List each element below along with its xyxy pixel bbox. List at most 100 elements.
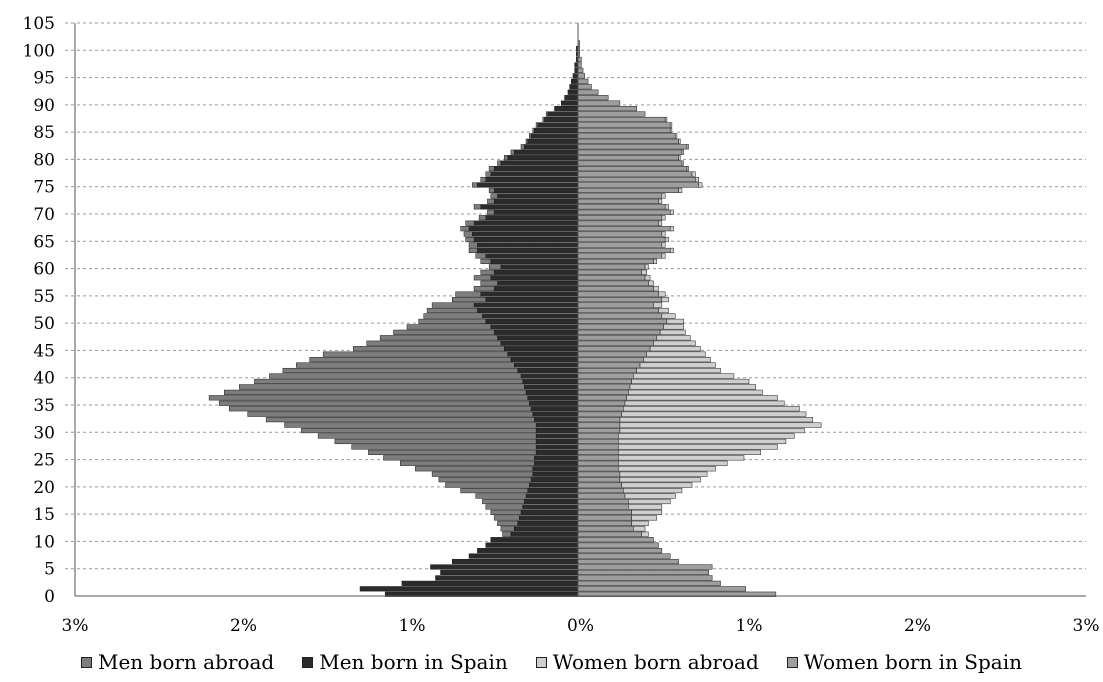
bar — [624, 400, 785, 406]
bar — [577, 187, 679, 194]
bar — [488, 166, 495, 172]
y-tick-label: 50 — [33, 314, 55, 334]
bar — [577, 133, 676, 139]
y-axis-ticks: 0 5 10 15 20 25 30 35 40 45 50 55 60 65 70 75 80 85 90 95 10… — [23, 14, 55, 607]
bar — [577, 89, 599, 95]
bar — [473, 204, 482, 210]
bar — [656, 335, 691, 341]
bar — [577, 378, 632, 385]
bar — [530, 406, 579, 412]
bar — [490, 275, 579, 281]
bar — [633, 373, 735, 379]
bar — [485, 253, 579, 259]
bar — [368, 449, 537, 455]
bar — [493, 198, 579, 204]
bar — [623, 488, 683, 494]
bar — [401, 580, 579, 586]
bar — [577, 389, 629, 395]
bar — [631, 520, 649, 526]
bar — [514, 362, 579, 368]
bar — [503, 155, 508, 161]
bar — [560, 100, 579, 106]
bar — [493, 269, 579, 275]
bar — [497, 335, 579, 341]
bar — [500, 160, 579, 166]
bar — [577, 411, 622, 417]
bar — [674, 133, 678, 139]
legend-item: Women born in Spain — [786, 650, 1022, 674]
bar — [636, 367, 721, 374]
x-tick-label: 0% — [567, 616, 594, 636]
bar — [577, 449, 619, 455]
bar — [532, 411, 579, 417]
bar — [669, 209, 674, 215]
bar — [510, 357, 579, 363]
bar — [532, 466, 579, 472]
bar — [452, 558, 579, 565]
bar — [628, 504, 663, 510]
bar — [537, 122, 579, 128]
bar — [530, 477, 579, 483]
x-tick-label: 2% — [230, 616, 257, 636]
bar — [577, 466, 619, 472]
bar — [577, 275, 646, 281]
bar — [475, 253, 487, 259]
bar — [379, 335, 498, 341]
bar — [522, 504, 579, 510]
bar — [572, 73, 579, 79]
bar — [577, 84, 592, 90]
bar — [669, 247, 674, 254]
bar — [507, 155, 579, 161]
bar — [527, 138, 579, 144]
bar — [527, 488, 579, 494]
bar — [577, 182, 699, 188]
bar — [577, 477, 621, 483]
bar — [520, 509, 579, 515]
bar — [577, 231, 663, 237]
bar — [524, 384, 579, 390]
bar — [574, 67, 579, 73]
bar — [577, 367, 637, 374]
bar — [577, 226, 671, 232]
bar — [534, 127, 579, 133]
bar — [535, 449, 579, 455]
bar — [322, 351, 508, 357]
y-tick-label: 75 — [33, 178, 55, 198]
bar — [529, 400, 579, 406]
bar — [577, 78, 589, 84]
y-tick-label: 40 — [33, 369, 55, 389]
bar — [577, 515, 632, 521]
bar — [455, 291, 482, 297]
bar — [577, 67, 584, 73]
legend-swatch — [80, 656, 92, 668]
bar — [529, 133, 532, 139]
bar — [577, 155, 679, 161]
bar — [488, 187, 495, 194]
bar — [493, 286, 579, 292]
bar — [366, 340, 502, 346]
bar — [480, 258, 492, 264]
bar — [577, 553, 671, 559]
bar — [532, 127, 535, 133]
bar — [577, 531, 642, 537]
bar — [535, 122, 539, 128]
bar — [577, 73, 585, 79]
bar — [577, 302, 654, 308]
bar — [534, 460, 579, 466]
bar — [520, 373, 579, 379]
bar — [577, 242, 663, 248]
bar — [577, 171, 693, 177]
bar — [577, 297, 663, 303]
bar — [534, 417, 579, 423]
bar — [535, 444, 579, 450]
bar — [619, 417, 813, 423]
bar — [577, 362, 641, 368]
bar — [577, 56, 582, 63]
bar — [383, 455, 535, 461]
bar — [480, 280, 498, 286]
bar — [223, 389, 527, 395]
bar — [577, 204, 666, 210]
bar — [525, 138, 528, 144]
bar — [658, 220, 663, 226]
bar — [577, 460, 619, 466]
